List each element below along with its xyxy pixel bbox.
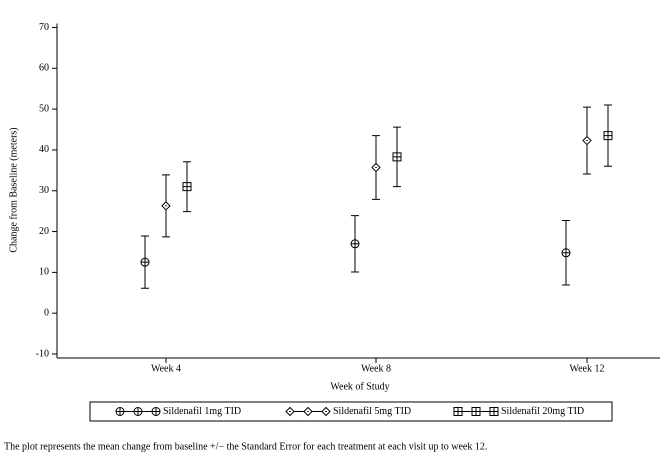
legend-marker <box>133 407 143 416</box>
y-tick-label: 70 <box>39 22 49 33</box>
legend-label: Sildenafil 1mg TID <box>163 406 241 417</box>
data-point <box>350 239 360 249</box>
y-tick-label: 10 <box>39 267 49 278</box>
data-point <box>371 162 381 173</box>
y-tick-label: 30 <box>39 185 49 196</box>
x-axis-label: Week of Study <box>330 381 389 392</box>
legend-marker <box>285 406 295 417</box>
legend-box <box>89 401 613 422</box>
data-point <box>161 201 171 211</box>
legend-marker <box>453 407 463 416</box>
legend-marker <box>303 406 313 417</box>
y-tick-label: -10 <box>36 348 49 359</box>
legend-marker <box>115 407 125 416</box>
y-tick-label: 60 <box>39 63 49 74</box>
legend-marker <box>151 407 161 416</box>
data-point <box>561 248 571 258</box>
y-tick-label: 0 <box>44 307 49 318</box>
legend-marker <box>489 407 499 416</box>
y-tick-label: 40 <box>39 144 49 155</box>
y-tick-label: 20 <box>39 226 49 237</box>
legend-marker <box>321 406 331 417</box>
data-point <box>582 135 592 146</box>
data-point <box>392 152 402 162</box>
legend-label: Sildenafil 20mg TID <box>501 406 584 417</box>
y-axis-label: Change from Baseline (meters) <box>8 127 19 252</box>
x-tick-label: Week 8 <box>361 363 391 374</box>
data-point <box>140 257 150 267</box>
data-point <box>603 131 613 141</box>
legend-label: Sildenafil 5mg TID <box>333 406 411 417</box>
x-tick-label: Week 12 <box>569 363 604 374</box>
y-tick-label: 50 <box>39 103 49 114</box>
data-point <box>182 182 192 192</box>
x-tick-label: Week 4 <box>151 363 181 374</box>
footnote: The plot represents the mean change from… <box>4 441 487 452</box>
legend-marker <box>471 407 481 416</box>
